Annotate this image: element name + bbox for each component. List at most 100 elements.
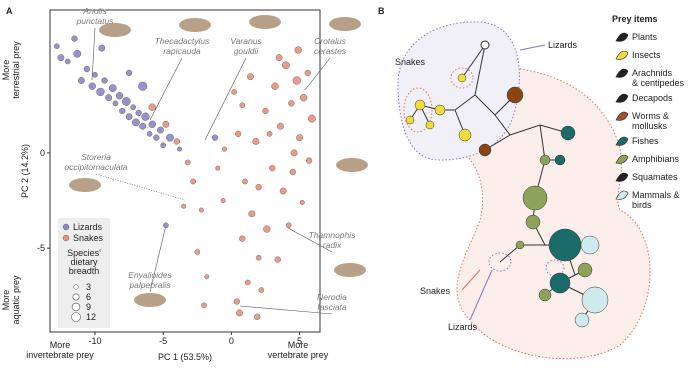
size-legend-title: Species' [67, 248, 101, 258]
point [290, 149, 298, 157]
point [135, 109, 142, 116]
point [96, 87, 105, 97]
point [190, 178, 196, 185]
x-tick-label: 0 [229, 336, 234, 346]
size-legend-title: dietary [70, 257, 98, 267]
point [153, 134, 160, 141]
leader-line [149, 224, 167, 293]
x-tick-label: -5 [159, 336, 167, 346]
point [92, 71, 98, 78]
animal-illustration [179, 18, 211, 32]
prey-label: Worms & [632, 111, 669, 121]
node [580, 235, 600, 255]
point [233, 298, 240, 305]
point [282, 61, 290, 70]
point [266, 131, 273, 137]
annotation: Thamnophis [309, 230, 357, 240]
point [141, 112, 150, 121]
point [254, 313, 261, 320]
point [64, 58, 71, 65]
clade-label: Snakes [420, 286, 451, 296]
point [148, 103, 156, 111]
point [262, 107, 269, 115]
legend-title: Prey items [612, 14, 658, 24]
size-legend-title: breadth [69, 266, 100, 276]
annotation: punctatus [76, 16, 115, 26]
prey-label: Plants [632, 32, 658, 42]
panel-label: A [6, 6, 13, 16]
clade-label: Snakes [395, 57, 426, 67]
point [244, 279, 251, 286]
y-axis-label: PC 2 (14.2%) [20, 144, 30, 198]
node [574, 312, 590, 328]
point [105, 94, 113, 102]
node [405, 115, 415, 125]
point [285, 222, 292, 229]
point [255, 184, 262, 191]
annotation: gouldii [234, 46, 260, 56]
annotation: radix [323, 240, 342, 250]
point [130, 104, 136, 110]
point [242, 178, 248, 185]
callout-line [519, 44, 546, 51]
clade-label: Lizards [548, 40, 578, 50]
x-end-label: More [288, 340, 309, 350]
point [173, 138, 180, 145]
callout-line [469, 269, 493, 321]
node [539, 154, 551, 166]
point [160, 142, 166, 149]
prey-icon [615, 50, 629, 60]
annotation: Enyalioides [128, 270, 172, 280]
prey-label: Insects [632, 50, 661, 60]
leader-line [239, 305, 333, 315]
y-end-label: aquatic prey [11, 275, 21, 325]
node [581, 286, 609, 314]
prey-label: mollusks [632, 121, 668, 131]
point [122, 97, 131, 106]
y-end-label: More [1, 60, 11, 81]
prey-label: Mammals & [632, 190, 680, 200]
prey-icon [615, 190, 629, 200]
point [177, 146, 182, 152]
point [181, 203, 187, 209]
point [239, 102, 246, 109]
node [478, 143, 492, 157]
point [146, 131, 153, 137]
node [506, 86, 524, 104]
animal-illustration [334, 263, 366, 277]
plot-frame [49, 9, 321, 333]
annotation: palpebralis [128, 280, 171, 290]
point [201, 302, 207, 309]
node [515, 240, 525, 250]
prey-icon [615, 172, 629, 182]
x-tick-label: 5 [297, 336, 302, 346]
size-legend-label: 6 [86, 292, 91, 302]
panel-label: B [378, 6, 385, 16]
point [119, 107, 126, 115]
leader-line [149, 57, 183, 121]
annotation: rapicauda [163, 46, 201, 56]
point [83, 65, 90, 73]
point [236, 309, 243, 317]
x-end-label: vertebrate prey [268, 350, 329, 360]
size-legend-marker [71, 302, 81, 312]
animal-illustration [69, 178, 101, 192]
size-legend-marker [73, 284, 79, 290]
annotation: Storeria [81, 152, 111, 162]
point [77, 77, 85, 84]
node [525, 214, 541, 230]
animal-illustration [249, 15, 281, 29]
point [235, 130, 242, 137]
point [204, 274, 210, 280]
legend-label: Snakes [73, 233, 104, 243]
prey-label: Squamates [632, 172, 678, 182]
animal-illustration [134, 293, 166, 307]
point [269, 165, 276, 172]
point [222, 146, 227, 152]
point [73, 49, 82, 58]
annotation: Anolis [82, 6, 107, 16]
point [125, 69, 133, 76]
node [560, 125, 576, 141]
point [194, 249, 201, 255]
annotation: Thecadactylus [155, 36, 211, 46]
